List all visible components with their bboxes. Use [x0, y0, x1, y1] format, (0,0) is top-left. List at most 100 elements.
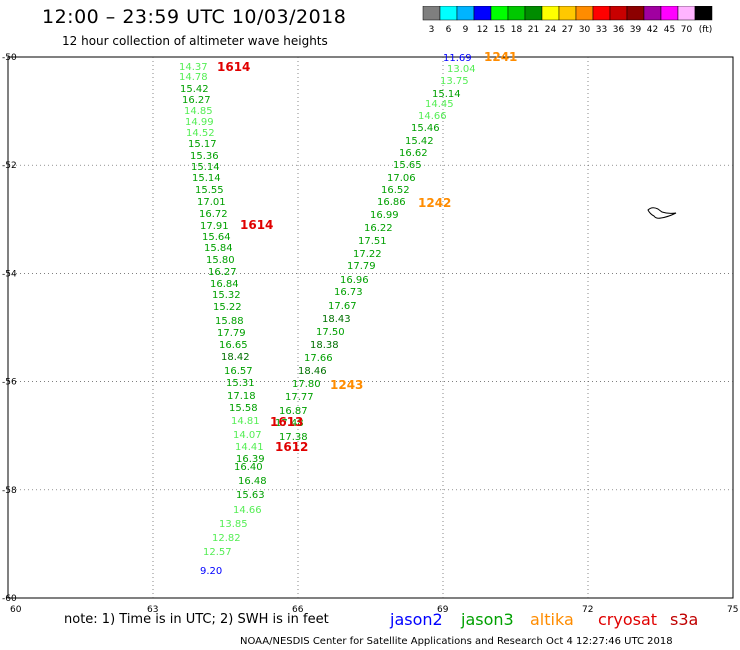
swh-label-right: 16.99 [370, 210, 399, 221]
color-scale-label: 24 [545, 25, 557, 35]
lat-tick-label: -60 [2, 594, 17, 604]
swh-label-left: 16.65 [219, 340, 248, 351]
lon-tick-label: 60 [10, 605, 22, 615]
swh-label-left: 12.82 [212, 533, 241, 544]
swh-label-left: 15.14 [191, 162, 220, 173]
pass-time-label: 1612 [275, 440, 308, 454]
swh-label-right: 16.52 [381, 185, 410, 196]
swh-label-left: 16.48 [238, 476, 267, 487]
color-scale-label: 12 [477, 25, 488, 35]
swh-label-left: 16.57 [224, 366, 253, 377]
swh-label-right: 16.62 [399, 148, 428, 159]
legend-s3a: s3a [670, 610, 699, 629]
swh-label-left: 15.63 [236, 490, 265, 501]
lon-tick-label: 66 [292, 605, 304, 615]
swh-label-right: 17.06 [387, 173, 416, 184]
color-scale-label: 15 [494, 25, 505, 35]
lon-tick-label: 72 [582, 605, 593, 615]
swh-label-right: 15.46 [411, 123, 440, 134]
legend-altika: altika [530, 610, 574, 629]
page-subtitle: 12 hour collection of altimeter wave hei… [62, 34, 328, 48]
map-frame [7, 56, 734, 599]
swh-label-right: 16.87 [279, 406, 308, 417]
swh-label-right: 17.67 [328, 301, 357, 312]
swh-label-left: 16.27 [208, 267, 237, 278]
swh-label-left: 14.99 [185, 117, 214, 128]
color-scale-label: 33 [596, 25, 607, 35]
color-scale-label: 30 [579, 25, 591, 35]
swh-label-left: 15.17 [188, 139, 217, 150]
swh-label-left: 16.27 [182, 95, 211, 106]
swh-label-right: 14.66 [418, 111, 447, 122]
lat-tick-label: -58 [2, 486, 17, 496]
color-scale-label: 6 [446, 25, 452, 35]
pass-time-label: 1243 [330, 378, 363, 392]
color-scale-label: 39 [630, 25, 642, 35]
color-scale-label: 42 [647, 25, 658, 35]
swh-label-right: 16.96 [340, 275, 369, 286]
swh-label-left: 14.41 [235, 442, 264, 453]
swh-label-right: 13.75 [440, 76, 469, 87]
swh-label-right: 17.50 [316, 327, 345, 338]
lat-tick-label: -56 [2, 378, 17, 388]
swh-label-left: 16.72 [199, 209, 228, 220]
swh-label-right: 11.69 [443, 53, 472, 64]
swh-label-right: 15.14 [432, 89, 461, 100]
swh-label-left: 14.81 [231, 416, 260, 427]
swh-label-left: 15.58 [229, 403, 258, 414]
swh-label-right: 16.22 [364, 223, 393, 234]
swh-label-left: 15.84 [204, 243, 233, 254]
pass-time-label: 1241 [484, 50, 517, 64]
swh-label-left: 14.66 [233, 505, 262, 516]
swh-label-right: 17.22 [353, 249, 382, 260]
swh-label-left: 14.78 [179, 72, 208, 83]
swh-label-left: 15.55 [195, 185, 224, 196]
swh-label-right: 16.86 [377, 197, 406, 208]
swh-label-left: 17.79 [217, 328, 246, 339]
color-scale-bar: 3 6 9 12 15 18 21 24 27 30 33 36 39 42 45 70 (ft) [422, 6, 713, 35]
lat-tick-label: -50 [2, 53, 17, 63]
swh-label-right: 17.51 [358, 236, 387, 247]
color-scale-label: 18 [511, 25, 523, 35]
swh-label-left: 15.88 [215, 316, 244, 327]
swh-label-left: 9.20 [200, 566, 222, 577]
swh-label-right: 17.80 [292, 379, 321, 390]
color-swatch [694, 6, 713, 21]
swh-label-right: 17.66 [304, 353, 333, 364]
page-title: 12:00 – 23:59 UTC 10/03/2018 [42, 6, 347, 28]
footer-note: note: 1) Time is in UTC; 2) SWH is in fe… [64, 612, 329, 627]
swh-label-left: 16.84 [210, 279, 239, 290]
legend-cryosat: cryosat [598, 610, 658, 629]
swh-label-left: 17.01 [197, 197, 226, 208]
lon-tick-label: 63 [147, 605, 158, 615]
swh-label-left: 15.14 [192, 173, 221, 184]
swh-label-left: 16.39 [236, 454, 265, 465]
color-scale-label: 3 [429, 25, 435, 35]
swh-label-left: 18.42 [221, 352, 250, 363]
color-scale-label: 21 [528, 25, 539, 35]
swh-label-right: 18.38 [310, 340, 339, 351]
swh-label-right: 14.45 [425, 99, 454, 110]
swh-label-left: 16.40 [234, 462, 263, 473]
swh-label-right: 17.79 [347, 261, 376, 272]
swh-label-left: 17.18 [227, 391, 256, 402]
legend-jason2: jason2 [390, 610, 443, 629]
color-scale-label: (ft) [699, 25, 713, 35]
swh-label-right: 13.04 [447, 64, 476, 75]
swh-label-left: 14.37 [179, 62, 208, 73]
swh-label-left: 17.91 [200, 221, 229, 232]
pass-time-label: 1614 [240, 218, 273, 232]
swh-label-left: 15.22 [213, 302, 242, 313]
swh-label-right: 15.65 [393, 160, 422, 171]
swh-label-left: 14.52 [186, 128, 215, 139]
swh-label-right: 18.43 [322, 314, 351, 325]
color-scale-label: 70 [681, 25, 693, 35]
color-scale-label: 9 [463, 25, 469, 35]
color-scale-label: 27 [562, 25, 573, 35]
lat-tick-label: -52 [2, 161, 17, 171]
swh-label-right: 17.48 [275, 418, 304, 429]
swh-label-right: 17.77 [285, 392, 314, 403]
legend-jason3: jason3 [461, 610, 514, 629]
